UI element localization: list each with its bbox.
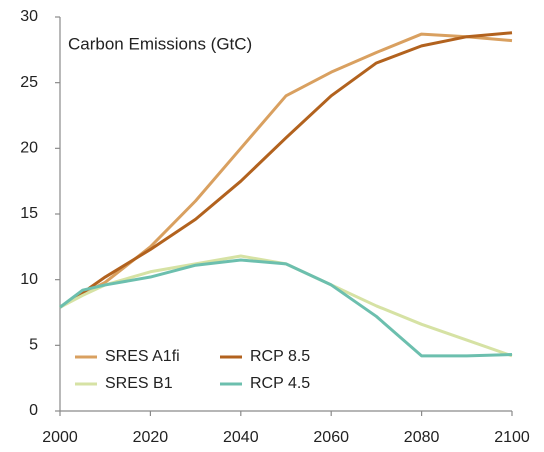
series-line	[59, 258, 513, 358]
series-line	[59, 254, 513, 358]
legend-label: SRES A1fi	[105, 348, 180, 365]
chart-title: Carbon Emissions (GtC)	[68, 34, 252, 53]
x-tick-label: 2040	[223, 429, 259, 446]
y-tick-label: 30	[20, 8, 38, 25]
x-tick-label: 2100	[494, 429, 530, 446]
x-tick-label: 2060	[313, 429, 349, 446]
x-tick-label: 2000	[42, 429, 78, 446]
legend-label: RCP 4.5	[250, 375, 310, 392]
x-tick-label: 2020	[133, 429, 169, 446]
series-line	[59, 32, 513, 309]
y-tick-label: 25	[20, 74, 38, 91]
x-tick-label: 2080	[404, 429, 440, 446]
legend-label: SRES B1	[105, 375, 173, 392]
y-tick-label: 20	[20, 140, 38, 157]
y-tick-label: 5	[29, 337, 38, 354]
y-tick-label: 10	[20, 271, 38, 288]
legend-label: RCP 8.5	[250, 348, 310, 365]
series-line	[59, 31, 513, 309]
y-tick-label: 15	[20, 205, 38, 222]
y-tick-label: 0	[29, 402, 38, 419]
